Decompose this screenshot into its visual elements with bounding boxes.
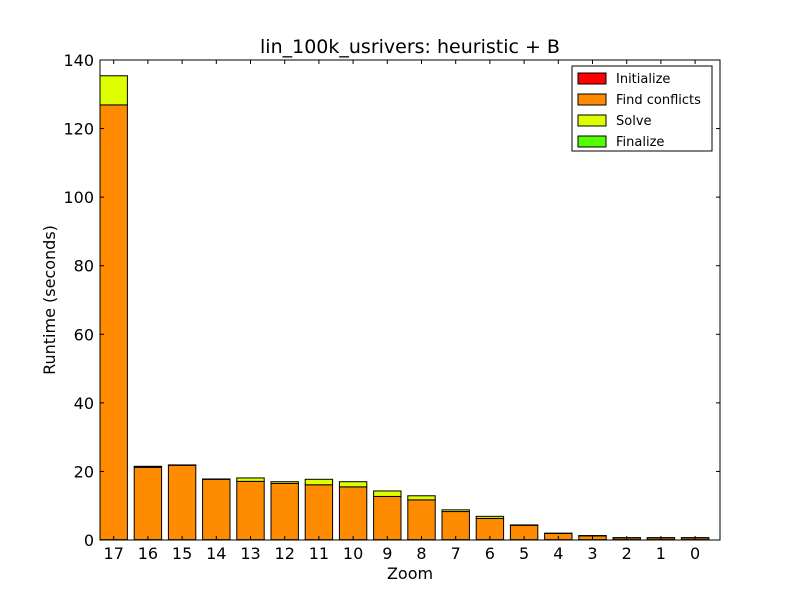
x-tick-label: 12 (275, 544, 295, 563)
y-tick-label: 40 (74, 394, 94, 413)
ticks-layer: 17 16 15 14 13 12 11 10 9 8 7 6 5 4 3 2 1 002040608010012… (63, 51, 720, 563)
x-tick-label: 6 (485, 544, 495, 563)
bar-segment-find-conflicts-zoom-16 (133, 466, 163, 541)
bar-segment-solve-zoom-17 (99, 75, 128, 106)
legend-label-solve: Solve (616, 114, 652, 129)
x-tick-label: 0 (690, 544, 700, 563)
x-tick-label: 15 (172, 544, 192, 563)
bar-segment-solve-zoom-7 (441, 509, 470, 513)
bar-segment-solve-zoom-11 (304, 478, 334, 486)
legend-label-initialize: Initialize (616, 72, 670, 87)
x-tick-label: 2 (622, 544, 632, 563)
legend: Initialize Find conflicts Solve Finalize (571, 65, 713, 152)
bar-segment-solve-zoom-16 (133, 465, 163, 468)
bar-segment-solve-zoom-8 (407, 495, 436, 501)
x-tick-label: 7 (451, 544, 461, 563)
legend-label-find-conflicts: Find conflicts (616, 93, 701, 108)
x-axis-title: Zoom (387, 564, 433, 583)
x-tick-label: 9 (382, 544, 392, 563)
bar-segment-find-conflicts-zoom-12 (270, 482, 299, 541)
y-tick-label: 0 (84, 531, 94, 550)
y-tick-label: 120 (63, 120, 94, 139)
legend-swatch-initialize (577, 72, 607, 85)
bar-segment-solve-zoom-13 (236, 477, 265, 482)
bar-segment-find-conflicts-zoom-10 (338, 486, 368, 541)
y-tick-label: 100 (63, 188, 94, 207)
x-tick-label: 11 (309, 544, 329, 563)
bar-segment-solve-zoom-12 (270, 481, 299, 484)
y-tick-label: 60 (74, 325, 94, 344)
y-tick-label: 140 (63, 51, 94, 70)
legend-label-finalize: Finalize (616, 135, 664, 150)
x-tick-label: 8 (416, 544, 426, 563)
bar-segment-find-conflicts-zoom-14 (202, 478, 231, 541)
bar-segment-solve-zoom-10 (338, 481, 368, 488)
legend-swatch-find-conflicts (577, 93, 607, 106)
x-tick-label: 5 (519, 544, 529, 563)
bars-layer (99, 75, 710, 541)
bar-segment-find-conflicts-zoom-13 (236, 480, 265, 541)
y-axis-title: Runtime (seconds) (40, 225, 59, 375)
bar-segment-find-conflicts-zoom-9 (373, 495, 402, 541)
x-tick-label: 1 (656, 544, 666, 563)
x-tick-label: 14 (206, 544, 226, 563)
bar-segment-find-conflicts-zoom-8 (407, 499, 436, 541)
x-tick-label: 10 (343, 544, 363, 563)
legend-swatch-finalize (577, 135, 607, 148)
bar-segment-find-conflicts-zoom-15 (167, 464, 197, 541)
legend-swatch-solve (577, 114, 607, 127)
x-tick-label: 17 (104, 544, 124, 563)
y-tick-label: 80 (74, 257, 94, 276)
x-tick-label: 4 (553, 544, 563, 563)
bar-segment-find-conflicts-zoom-11 (304, 484, 334, 541)
y-tick-label: 20 (74, 462, 94, 481)
x-tick-label: 13 (240, 544, 260, 563)
bar-segment-solve-zoom-9 (373, 490, 402, 497)
bar-segment-find-conflicts-zoom-7 (441, 511, 470, 541)
plot-frame (99, 59, 721, 541)
chart-title: lin_100k_usrivers: heuristic + B (260, 36, 560, 58)
bar-segment-solve-zoom-6 (475, 515, 505, 519)
x-tick-label: 16 (138, 544, 158, 563)
bar-segment-find-conflicts-zoom-17 (99, 104, 128, 541)
x-tick-label: 3 (587, 544, 597, 563)
